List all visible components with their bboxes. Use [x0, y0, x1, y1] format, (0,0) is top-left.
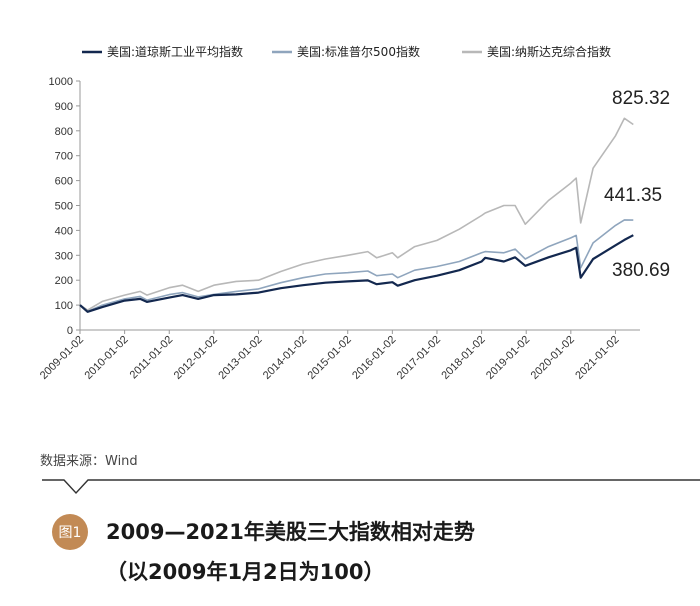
x-tick-label: 2016-01-02 [350, 334, 398, 382]
y-tick-label: 400 [55, 225, 73, 237]
end-value-label: 380.69 [612, 260, 670, 281]
figure-caption-subtitle: （以2009年1月2日为100） [106, 560, 385, 584]
end-value-label: 825.32 [612, 88, 670, 109]
end-value-label: 441.35 [604, 185, 662, 206]
x-tick-label: 2010-01-02 [82, 334, 130, 382]
y-tick-label: 900 [55, 101, 73, 113]
chart-axes: 0 100 200 300 400 500 600 700 800 900 1000 2009-01-… [38, 76, 640, 382]
x-tick-label: 2011-01-02 [128, 334, 176, 382]
series-line-0 [79, 234, 634, 313]
figure-badge: 图1 [52, 514, 88, 550]
y-tick-label: 500 [55, 201, 73, 213]
x-tick-label: 2015-01-02 [306, 334, 354, 382]
x-tick-label: 2017-01-02 [395, 334, 443, 382]
x-tick-label: 2018-01-02 [439, 334, 487, 382]
series-line-2 [79, 117, 634, 311]
x-tick-label: 2012-01-02 [172, 334, 220, 382]
y-tick-label: 1000 [49, 76, 73, 88]
x-tick-label: 2020-01-02 [529, 334, 577, 382]
y-tick-label: 300 [55, 250, 73, 262]
x-tick-label: 2021-01-02 [573, 334, 621, 382]
series-line-1 [79, 219, 634, 313]
y-tick-label: 0 [67, 325, 73, 337]
caption-divider [42, 479, 700, 495]
chart: 美国:道琼斯工业平均指数 美国:标准普尔500指数 美国:纳斯达克综合指数 0 100… [38, 44, 670, 382]
y-tick-label: 600 [55, 176, 73, 188]
legend-label: 美国:道琼斯工业平均指数 [107, 44, 243, 59]
chart-legend: 美国:道琼斯工业平均指数 美国:标准普尔500指数 美国:纳斯达克综合指数 [82, 44, 611, 59]
chart-end-labels: 380.69 441.35 825.32 [604, 88, 670, 281]
x-tick-label: 2009-01-02 [38, 334, 86, 382]
y-tick-label: 200 [55, 275, 73, 287]
y-tick-label: 100 [55, 300, 73, 312]
legend-label: 美国:标准普尔500指数 [297, 44, 420, 59]
x-tick-label: 2019-01-02 [484, 334, 532, 382]
x-tick-label: 2013-01-02 [216, 334, 264, 382]
y-tick-label: 700 [55, 151, 73, 163]
figure-caption-title: 2009—2021年美股三大指数相对走势 [106, 520, 475, 544]
y-tick-label: 800 [55, 126, 73, 138]
legend-label: 美国:纳斯达克综合指数 [487, 44, 611, 59]
x-tick-label: 2014-01-02 [261, 334, 309, 382]
chart-series [79, 117, 634, 313]
data-source-note: 数据来源：Wind [40, 454, 138, 469]
